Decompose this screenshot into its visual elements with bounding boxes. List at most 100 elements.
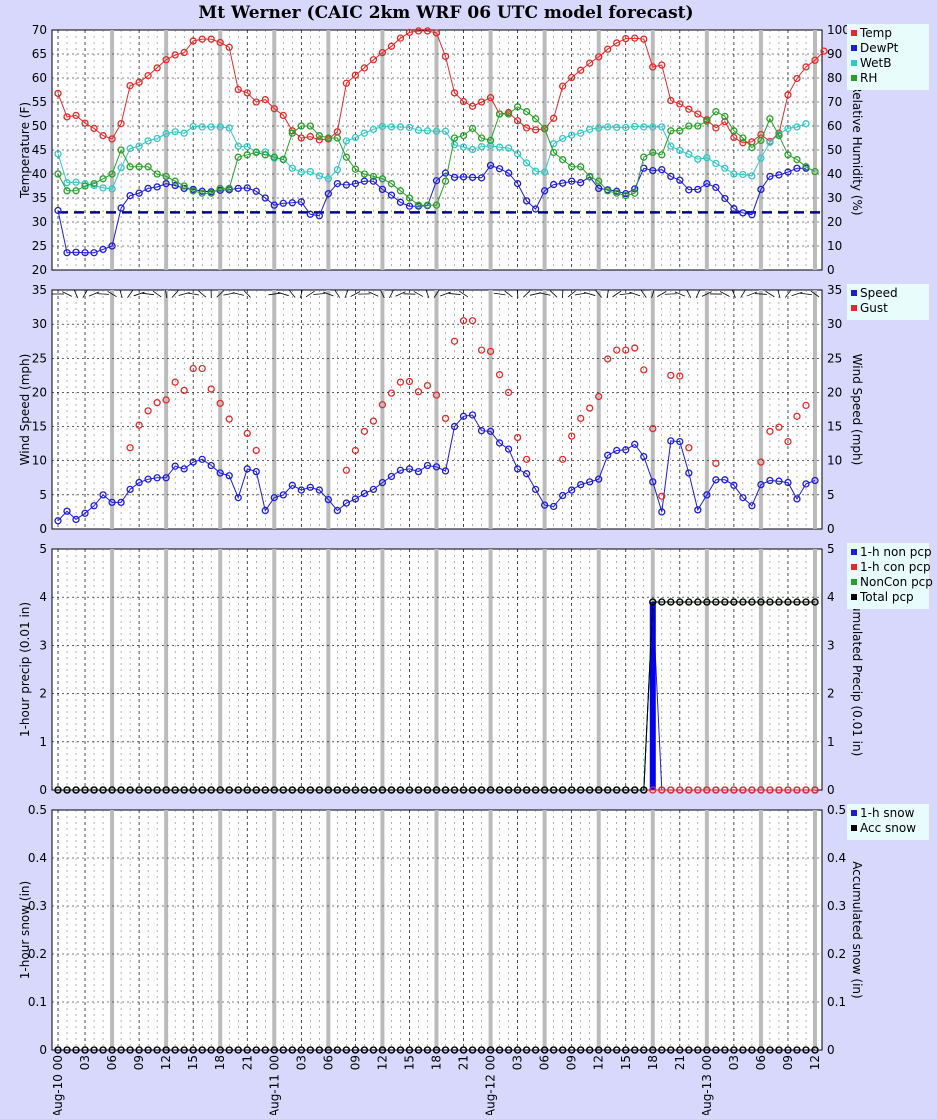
legend-swatch xyxy=(851,75,857,81)
x-tick-label: 06 xyxy=(105,1055,119,1070)
legend-label: Acc snow xyxy=(860,821,916,835)
y-axis-label: 1-hour precip (0.01 in) xyxy=(18,602,32,737)
legend-swatch xyxy=(851,290,857,296)
x-tick-label: 15 xyxy=(619,1055,633,1070)
y-tick-label: 1 xyxy=(39,735,47,749)
legend-swatch xyxy=(851,60,857,66)
y-tick-label: 25 xyxy=(32,239,47,253)
x-tick-label: 03 xyxy=(294,1055,308,1070)
y-tick-label: 55 xyxy=(32,95,47,109)
y-tick-label-right: 5 xyxy=(827,488,835,502)
x-tick-label: 12 xyxy=(159,1055,173,1070)
y-axis-label: 1-hour snow (in) xyxy=(18,881,32,979)
y-tick-label-right: 40 xyxy=(827,167,842,181)
legend-label: 1-h non pcp xyxy=(860,545,932,559)
y-tick-label-right: 10 xyxy=(827,454,842,468)
y-tick-label-right: 30 xyxy=(827,191,842,205)
x-tick-label: Aug-10 00 xyxy=(51,1055,65,1115)
y-tick-label: 70 xyxy=(32,23,47,37)
legend-label: Gust xyxy=(860,301,888,315)
y-tick-label: 30 xyxy=(32,317,47,331)
x-tick-label: 21 xyxy=(673,1055,687,1070)
legend-swatch xyxy=(851,810,857,816)
legend-label: 1-h snow xyxy=(860,806,915,820)
y-axis-label: Wind Speed (mph) xyxy=(18,354,32,466)
y-tick-label-right: 2 xyxy=(827,687,835,701)
x-tick-label: Aug-13 00 xyxy=(700,1055,714,1115)
x-tick-label: 18 xyxy=(213,1055,227,1070)
y-tick-label-right: 0 xyxy=(827,783,835,797)
x-tick-label: 06 xyxy=(321,1055,335,1070)
legend-label: 1-h con pcp xyxy=(860,560,931,574)
x-tick-label: 12 xyxy=(808,1055,822,1070)
y-tick-label: 60 xyxy=(32,71,47,85)
legend-label: Total pcp xyxy=(859,590,914,604)
y-tick-label-right: 80 xyxy=(827,71,842,85)
y-tick-label: 35 xyxy=(32,283,47,297)
x-tick-label: 06 xyxy=(538,1055,552,1070)
x-tick-label: 12 xyxy=(592,1055,606,1070)
y-tick-label: 0.1 xyxy=(28,995,47,1009)
y-tick-label-right: 3 xyxy=(827,638,835,652)
x-tick-label: 18 xyxy=(430,1055,444,1070)
legend-label: Speed xyxy=(860,286,898,300)
chart-title: Mt Werner (CAIC 2km WRF 06 UTC model for… xyxy=(198,3,693,23)
legend-swatch xyxy=(851,549,857,555)
y-tick-label: 15 xyxy=(32,420,47,434)
legend-label: WetB xyxy=(860,56,891,70)
y-tick-label-right: 30 xyxy=(827,317,842,331)
y-tick-label: 50 xyxy=(32,119,47,133)
y-tick-label: 20 xyxy=(32,263,47,277)
x-tick-label: 12 xyxy=(375,1055,389,1070)
x-tick-label: 21 xyxy=(457,1055,471,1070)
y-tick-label-right: 0.5 xyxy=(827,803,846,817)
x-tick-label: 15 xyxy=(186,1055,200,1070)
y-tick-label-right: 5 xyxy=(827,542,835,556)
x-tick-label: 03 xyxy=(511,1055,525,1070)
x-tick-label: 03 xyxy=(727,1055,741,1070)
y-tick-label: 35 xyxy=(32,191,47,205)
y-tick-label: 25 xyxy=(32,351,47,365)
wind-barb xyxy=(665,294,677,295)
legend-label: NonCon pcp xyxy=(860,575,933,589)
y-tick-label-right: 10 xyxy=(827,239,842,253)
y-tick-label-right: 20 xyxy=(827,385,842,399)
y-tick-label-right: 0.1 xyxy=(827,995,846,1009)
y-tick-label: 20 xyxy=(32,385,47,399)
x-tick-label: 15 xyxy=(402,1055,416,1070)
y-tick-label-right: 50 xyxy=(827,143,842,157)
y-tick-label-right: 90 xyxy=(827,47,842,61)
x-tick-label: 09 xyxy=(348,1055,362,1070)
y-tick-label: 5 xyxy=(39,542,47,556)
y-tick-label: 30 xyxy=(32,215,47,229)
y-tick-label-right: 35 xyxy=(827,283,842,297)
y-tick-label-right: 70 xyxy=(827,95,842,109)
x-tick-label: 21 xyxy=(240,1055,254,1070)
x-tick-label: 06 xyxy=(754,1055,768,1070)
x-tick-label: Aug-12 00 xyxy=(484,1055,498,1115)
y-tick-label: 0 xyxy=(39,1043,47,1057)
legend-swatch xyxy=(851,564,857,570)
legend-label: RH xyxy=(860,71,877,85)
y-axis-label-right: Accumulated snow (in) xyxy=(850,861,864,998)
x-tick-label: 18 xyxy=(646,1055,660,1070)
y-tick-label: 0 xyxy=(39,522,47,536)
y-axis-label-right: Relative Humidity (%) xyxy=(850,84,864,215)
y-tick-label-right: 0 xyxy=(827,263,835,277)
legend-swatch xyxy=(851,45,857,51)
panel-temperature: 2025303540455055606570010203040506070809… xyxy=(18,23,929,277)
y-tick-label: 4 xyxy=(39,590,47,604)
x-tick-label: 03 xyxy=(78,1055,92,1070)
legend-swatch xyxy=(851,579,857,585)
y-tick-label-right: 15 xyxy=(827,420,842,434)
x-tick-label: 09 xyxy=(781,1055,795,1070)
y-tick-label-right: 0 xyxy=(827,522,835,536)
